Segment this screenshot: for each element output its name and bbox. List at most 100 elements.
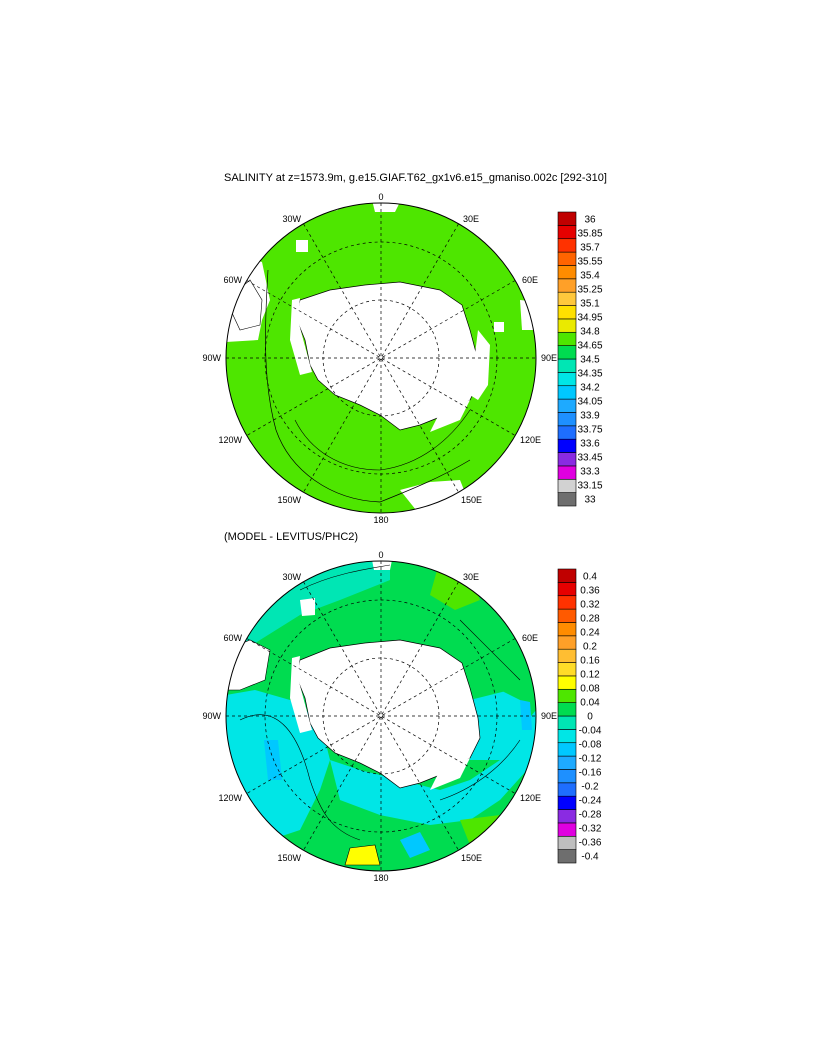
colorbar-swatch <box>557 425 577 440</box>
colorbar-swatch <box>557 795 577 810</box>
colorbar-label: 0.12 <box>580 670 600 681</box>
colorbar-swatch <box>557 675 577 690</box>
colorbar-swatch <box>557 372 577 387</box>
colorbar-label: -0.08 <box>579 740 602 751</box>
panel1-colorbar: 33 33.15 33.3 33.45 33.6 33.75 33.9 34.05 34.2 34… <box>557 211 603 507</box>
colorbar-swatch <box>557 608 577 623</box>
lon-label-90e: 90E <box>541 353 557 363</box>
lon-label-90w: 90W <box>202 711 221 721</box>
colorbar-label: 0.28 <box>580 614 600 625</box>
colorbar-label: -0.16 <box>579 768 602 779</box>
lon-label-120e: 120E <box>520 793 541 803</box>
colorbar-swatch <box>557 345 577 360</box>
colorbar-label: 0.32 <box>580 600 600 611</box>
colorbar-swatch <box>557 822 577 837</box>
colorbar-label: 0.08 <box>580 684 600 695</box>
lon-label-30w: 30W <box>282 572 301 582</box>
colorbar-label: -0.36 <box>579 838 602 849</box>
lon-label-150w: 150W <box>277 495 301 505</box>
colorbar-label: 0.04 <box>580 698 600 709</box>
colorbar-swatch <box>557 278 577 293</box>
panel2-lon-labels: 0 30E 60E 90E 120E 150E 180 150W 120W 90… <box>202 550 557 883</box>
colorbar-swatch <box>557 291 577 306</box>
colorbar-label: -0.32 <box>579 824 602 835</box>
colorbar-swatch <box>557 398 577 413</box>
colorbar-swatch <box>557 688 577 703</box>
colorbar-swatch <box>557 648 577 663</box>
colorbar-swatch <box>557 635 577 650</box>
colorbar-label: 33.45 <box>577 453 602 464</box>
colorbar-label: -0.24 <box>579 796 602 807</box>
colorbar-swatch <box>557 769 577 784</box>
colorbar-swatch <box>557 331 577 346</box>
lon-label-180: 180 <box>373 873 388 883</box>
lon-label-90w: 90W <box>202 353 221 363</box>
lon-label-150e: 150E <box>461 853 482 863</box>
colorbar-swatch <box>557 438 577 453</box>
colorbar-label: 36 <box>584 215 596 226</box>
panel2-title: (MODEL - LEVITUS/PHC2) <box>224 531 359 543</box>
colorbar-label: 34.2 <box>580 383 600 394</box>
graticule <box>226 203 536 513</box>
colorbar-swatch <box>557 729 577 744</box>
lon-label-60w: 60W <box>223 633 242 643</box>
colorbar-swatch <box>557 452 577 467</box>
panel1-lon-labels: 0 30E 60E 90E 120E 150E 180 150W 120W 90… <box>202 192 557 525</box>
lon-label-120w: 120W <box>218 793 242 803</box>
colorbar-swatch <box>557 849 577 864</box>
lon-label-150w: 150W <box>277 853 301 863</box>
colorbar-swatch <box>557 662 577 677</box>
colorbar-label: 33.75 <box>577 425 602 436</box>
lon-label-60e: 60E <box>522 633 538 643</box>
colorbar-swatch <box>557 835 577 850</box>
graticule-2 <box>226 561 536 871</box>
lon-label-120e: 120E <box>520 435 541 445</box>
colorbar-swatch <box>557 465 577 480</box>
lon-label-90e: 90E <box>541 711 557 721</box>
colorbar-label: 35.85 <box>577 229 602 240</box>
panel2-colorbar: -0.4 -0.36 -0.32 -0.28 -0.24 -0.2 -0.16 -0.12 -0… <box>557 568 602 864</box>
colorbar-swatch <box>557 492 577 507</box>
colorbar-label: -0.4 <box>581 852 599 863</box>
colorbar-label: 0.4 <box>583 572 597 583</box>
lon-label-0: 0 <box>378 550 383 560</box>
colorbar-swatch <box>557 305 577 320</box>
colorbar-label: 34.65 <box>577 341 602 352</box>
colorbar-label: 0 <box>587 712 593 723</box>
colorbar-swatch <box>557 265 577 280</box>
lon-label-30e: 30E <box>463 572 479 582</box>
lon-label-0: 0 <box>378 192 383 202</box>
colorbar-label: 34.5 <box>580 355 600 366</box>
colorbar-swatch <box>557 225 577 240</box>
lon-label-30e: 30E <box>463 214 479 224</box>
panel2-map: 0 30E 60E 90E 120E 150E 180 150W 120W 90… <box>202 550 557 883</box>
colorbar-label: 33.3 <box>580 467 600 478</box>
colorbar-label: -0.04 <box>579 726 602 737</box>
lon-label-60w: 60W <box>223 275 242 285</box>
colorbar-label: 33.6 <box>580 439 600 450</box>
colorbar-label: 35.4 <box>580 271 600 282</box>
colorbar-swatch <box>557 385 577 400</box>
lon-label-60e: 60E <box>522 275 538 285</box>
colorbar-label: 34.95 <box>577 313 602 324</box>
colorbar-swatch <box>557 582 577 597</box>
colorbar-swatch <box>557 358 577 373</box>
colorbar-swatch <box>557 595 577 610</box>
colorbar-swatch <box>557 742 577 757</box>
colorbar-swatch <box>557 782 577 797</box>
colorbar-swatch <box>557 238 577 253</box>
colorbar-swatch <box>557 809 577 824</box>
colorbar-swatch <box>557 755 577 770</box>
colorbar-label: -0.2 <box>581 782 599 793</box>
colorbar-label: 33 <box>584 495 596 506</box>
panel1-title: SALINITY at z=1573.9m, g.e15.GIAF.T62_gx… <box>224 172 607 184</box>
lon-label-180: 180 <box>373 515 388 525</box>
colorbar-label: 0.36 <box>580 586 600 597</box>
contour-line <box>265 269 381 503</box>
colorbar-swatch <box>557 715 577 730</box>
colorbar-swatch <box>557 478 577 493</box>
colorbar-label: 33.15 <box>577 481 602 492</box>
colorbar-label: 35.25 <box>577 285 602 296</box>
colorbar-label: -0.12 <box>579 754 602 765</box>
